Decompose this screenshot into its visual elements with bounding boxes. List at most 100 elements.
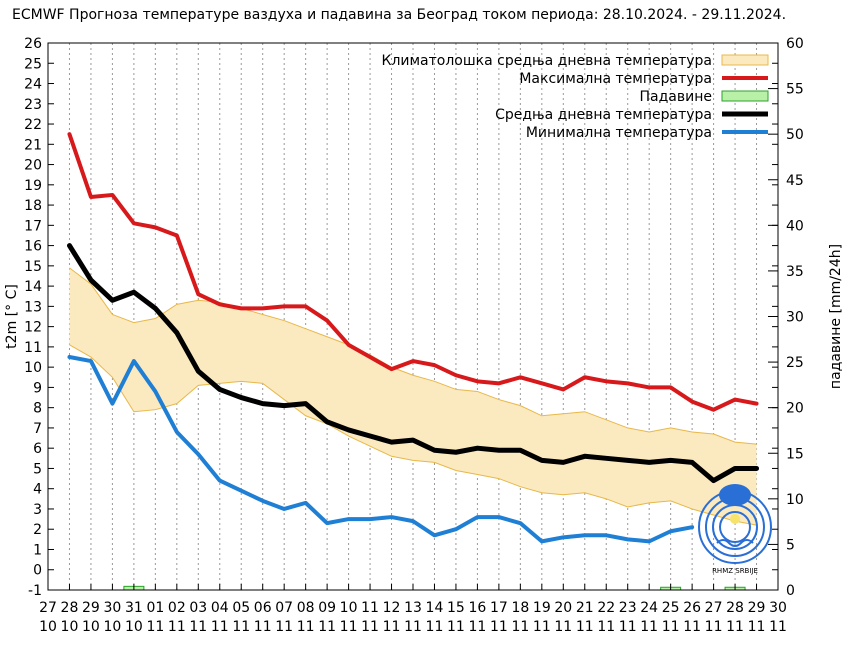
x-tick-day: 04	[211, 600, 229, 616]
x-tick-month: 11	[168, 619, 186, 635]
x-tick-month: 11	[748, 619, 766, 635]
x-tick-day: 14	[426, 600, 444, 616]
x-tick-day: 30	[769, 600, 787, 616]
legend-label: Климатолошка средња дневна температура	[382, 53, 713, 69]
x-tick-day: 20	[554, 600, 572, 616]
x-tick-day: 23	[619, 600, 637, 616]
x-tick-month: 11	[705, 619, 723, 635]
x-tick-month: 11	[490, 619, 508, 635]
x-tick-month: 11	[447, 619, 465, 635]
x-tick-day: 07	[275, 600, 293, 616]
x-tick-day: 21	[576, 600, 594, 616]
y2-tick-label: 55	[786, 82, 804, 98]
climate-band-lower	[69, 344, 757, 526]
y-tick-label: 16	[24, 239, 42, 255]
x-tick-day: 06	[254, 600, 272, 616]
y-tick-label: -1	[28, 583, 42, 599]
y-tick-label: 26	[24, 36, 42, 52]
x-tick-month: 11	[275, 619, 293, 635]
y-tick-label: 18	[24, 198, 42, 214]
x-tick-day: 10	[340, 600, 358, 616]
logo-text: RHMZ SRBIJE	[712, 567, 758, 575]
x-tick-day: 29	[82, 600, 100, 616]
x-tick-day: 24	[640, 600, 658, 616]
y-tick-label: 4	[33, 482, 42, 498]
x-tick-month: 11	[640, 619, 658, 635]
x-tick-day: 15	[447, 600, 465, 616]
y-tick-label: 24	[24, 77, 42, 93]
x-tick-day: 25	[662, 600, 680, 616]
x-tick-day: 16	[468, 600, 486, 616]
x-tick-month: 11	[468, 619, 486, 635]
y-tick-label: 12	[24, 320, 42, 336]
x-tick-month: 11	[726, 619, 744, 635]
x-tick-month: 11	[576, 619, 594, 635]
x-tick-month: 10	[82, 619, 100, 635]
y-tick-label: 3	[33, 502, 42, 518]
y-tick-label: 9	[33, 380, 42, 396]
y-tick-label: 8	[33, 401, 42, 417]
y2-tick-label: 15	[786, 446, 804, 462]
y-tick-label: 10	[24, 360, 42, 376]
x-tick-month: 11	[533, 619, 551, 635]
x-tick-day: 05	[232, 600, 250, 616]
x-tick-day: 30	[103, 600, 121, 616]
x-tick-day: 18	[511, 600, 529, 616]
x-tick-day: 29	[748, 600, 766, 616]
climate-band	[69, 267, 757, 526]
x-tick-month: 10	[103, 619, 121, 635]
y2-tick-label: 40	[786, 218, 804, 234]
y-tick-label: 23	[24, 97, 42, 113]
legend-label: Падавине	[640, 89, 712, 105]
y-tick-label: 25	[24, 56, 42, 72]
x-tick-day: 27	[705, 600, 723, 616]
x-tick-day: 28	[726, 600, 744, 616]
x-tick-month: 11	[189, 619, 207, 635]
x-tick-day: 31	[125, 600, 143, 616]
y-tick-label: 5	[33, 461, 42, 477]
y-tick-label: 14	[24, 279, 42, 295]
y-tick-label: 1	[33, 542, 42, 558]
y-tick-label: 20	[24, 158, 42, 174]
x-tick-day: 02	[168, 600, 186, 616]
x-tick-month: 11	[297, 619, 315, 635]
y2-tick-label: 10	[786, 492, 804, 508]
y-tick-label: 2	[33, 522, 42, 538]
x-tick-day: 09	[318, 600, 336, 616]
series-1f7fd4	[67, 355, 695, 544]
x-tick-day: 26	[683, 600, 701, 616]
x-tick-month: 11	[211, 619, 229, 635]
y-tick-label: 6	[33, 441, 42, 457]
x-tick-day: 28	[61, 600, 79, 616]
logo-cloud	[719, 484, 751, 506]
y-tick-label: 15	[24, 259, 42, 275]
y2-tick-label: 20	[786, 401, 804, 417]
y-tick-label: 11	[24, 340, 42, 356]
x-tick-day: 13	[404, 600, 422, 616]
x-tick-day: 22	[597, 600, 615, 616]
logo-wave	[716, 539, 754, 547]
x-tick-day: 03	[189, 600, 207, 616]
climate-band-layer	[69, 267, 757, 526]
y2-tick-label: 45	[786, 173, 804, 189]
x-tick-day: 19	[533, 600, 551, 616]
series-d7191c	[67, 132, 759, 412]
y-tick-label: 0	[33, 563, 42, 579]
x-tick-month: 11	[426, 619, 444, 635]
x-tick-month: 11	[146, 619, 164, 635]
legend-label: Максимална температура	[519, 71, 712, 87]
x-tick-month: 11	[340, 619, 358, 635]
logo-ring	[719, 511, 751, 543]
x-tick-day: 12	[383, 600, 401, 616]
y-tick-label: 7	[33, 421, 42, 437]
series-000000	[66, 243, 760, 484]
axes: -101234567891011121314151617181920212223…	[24, 36, 804, 635]
x-tick-month: 11	[662, 619, 680, 635]
x-tick-day: 01	[146, 600, 164, 616]
y-axis-label: t2m [° C]	[4, 284, 20, 349]
legend-label: Минимална температура	[526, 125, 712, 141]
x-tick-day: 08	[297, 600, 315, 616]
legend-swatch	[721, 90, 769, 102]
